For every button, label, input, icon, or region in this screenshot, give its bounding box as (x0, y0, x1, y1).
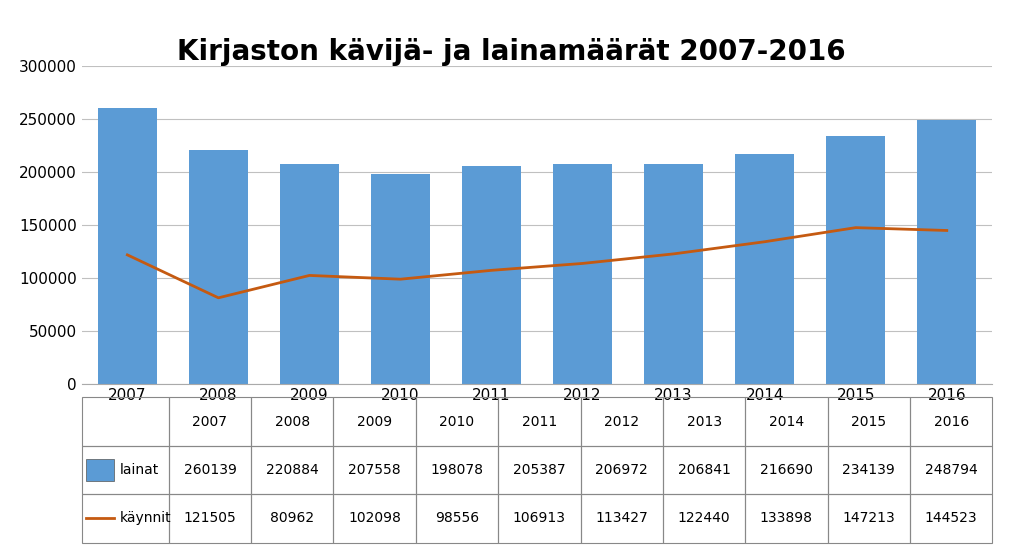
Bar (169, 494, 252, 543)
Text: 2014: 2014 (769, 414, 804, 429)
Text: 206841: 206841 (677, 463, 730, 477)
Bar (910, 446, 992, 494)
Text: 198078: 198078 (431, 463, 484, 477)
Bar (828, 494, 910, 543)
Bar (86, 459, 115, 481)
Text: 144523: 144523 (925, 511, 977, 526)
Bar (828, 397, 910, 446)
Bar (169, 446, 252, 494)
Bar (252, 446, 333, 494)
Text: 220884: 220884 (266, 463, 319, 477)
Text: 2007: 2007 (192, 414, 227, 429)
Bar (746, 397, 828, 446)
Bar (333, 494, 415, 543)
Text: 205387: 205387 (514, 463, 566, 477)
Bar (371, 174, 430, 384)
Bar (169, 397, 252, 446)
Bar (82, 397, 169, 446)
Bar (736, 154, 794, 384)
Text: lainat: lainat (120, 463, 159, 477)
Text: 2013: 2013 (686, 414, 721, 429)
Text: 2010: 2010 (440, 414, 475, 429)
Text: 207558: 207558 (349, 463, 401, 477)
Bar (827, 135, 885, 384)
Bar (663, 494, 745, 543)
Bar (553, 164, 612, 384)
Bar (663, 446, 745, 494)
Text: 113427: 113427 (595, 511, 649, 526)
Text: 2011: 2011 (522, 414, 557, 429)
Bar (581, 494, 663, 543)
Text: 133898: 133898 (760, 511, 813, 526)
Bar (498, 446, 581, 494)
Text: 234139: 234139 (842, 463, 895, 477)
Text: 260139: 260139 (183, 463, 236, 477)
Bar (828, 446, 910, 494)
Text: Kirjaston kävijä- ja lainamäärät 2007-2016: Kirjaston kävijä- ja lainamäärät 2007-20… (177, 38, 846, 66)
Bar (663, 397, 745, 446)
Bar (415, 397, 498, 446)
Text: 106913: 106913 (513, 511, 566, 526)
Text: käynnit: käynnit (120, 511, 171, 526)
Bar (581, 397, 663, 446)
Bar (82, 446, 169, 494)
Bar (462, 166, 521, 384)
Bar (644, 164, 703, 384)
Text: 122440: 122440 (678, 511, 730, 526)
Text: 102098: 102098 (348, 511, 401, 526)
Bar (910, 494, 992, 543)
Bar (98, 108, 157, 384)
Bar (252, 494, 333, 543)
Bar (918, 120, 976, 384)
Bar (415, 446, 498, 494)
Text: 147213: 147213 (842, 511, 895, 526)
Text: 216690: 216690 (760, 463, 813, 477)
Bar (189, 150, 248, 384)
Text: 206972: 206972 (595, 463, 649, 477)
Bar (746, 494, 828, 543)
Text: 121505: 121505 (183, 511, 236, 526)
Text: 80962: 80962 (270, 511, 314, 526)
Bar (82, 494, 169, 543)
Text: 98556: 98556 (435, 511, 479, 526)
Bar (498, 494, 581, 543)
Text: 248794: 248794 (925, 463, 978, 477)
Text: 2012: 2012 (605, 414, 639, 429)
Text: 2008: 2008 (275, 414, 310, 429)
Bar (415, 494, 498, 543)
Bar (746, 446, 828, 494)
Bar (280, 164, 339, 384)
Bar (333, 397, 415, 446)
Bar (498, 397, 581, 446)
Text: 2016: 2016 (934, 414, 969, 429)
Text: 2009: 2009 (357, 414, 392, 429)
Bar (910, 397, 992, 446)
Bar (333, 446, 415, 494)
Text: 2015: 2015 (851, 414, 886, 429)
Bar (581, 446, 663, 494)
Bar (252, 397, 333, 446)
